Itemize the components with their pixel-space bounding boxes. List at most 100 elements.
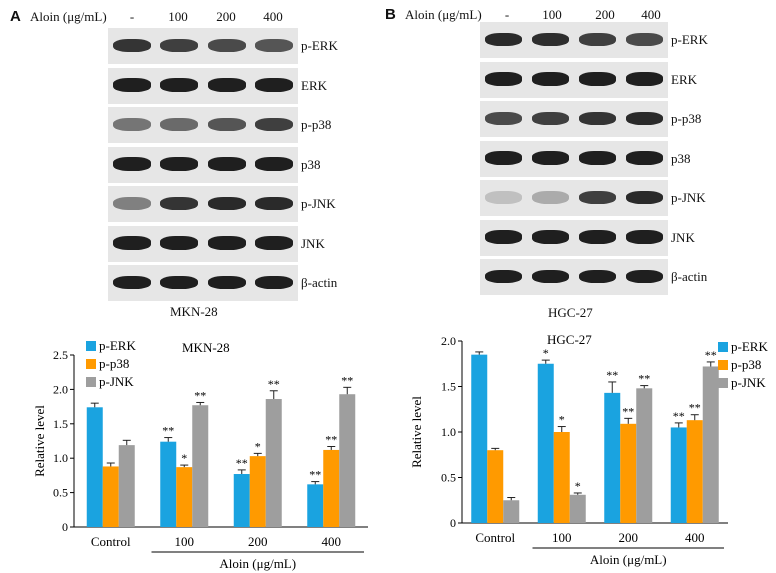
bar-p-erk (233, 474, 250, 527)
blot-band (484, 111, 523, 126)
y-tick-label: 1.5 (441, 380, 456, 394)
dose-label-b-1: 100 (542, 7, 562, 22)
bar-p-jnk (702, 366, 719, 523)
band-label: JNK (671, 229, 695, 245)
blot-band (578, 32, 617, 47)
blot-band (255, 78, 294, 92)
bar-p-erk (604, 392, 621, 523)
blot-band (207, 157, 246, 171)
blot-strip-p38 (480, 140, 668, 177)
blot-caption-a: MKN-28 (170, 304, 218, 319)
blot-band (531, 111, 570, 126)
band-label: p-p38 (301, 117, 332, 132)
significance-mark: * (559, 413, 565, 427)
blot-strip-jnk (108, 225, 298, 262)
bar-p-p38 (176, 467, 193, 527)
blot-band (160, 196, 199, 211)
legend-swatch (718, 360, 728, 370)
blot-band (255, 196, 294, 211)
significance-mark: ** (325, 433, 337, 447)
blot-strip-p-jnk (108, 186, 298, 222)
x-tick-label: Control (475, 530, 515, 545)
blot-band (484, 72, 523, 86)
blot-band (255, 117, 294, 132)
bar-p-erk (160, 441, 177, 527)
chart-title: MKN-28 (182, 340, 230, 355)
y-tick-label: 2.0 (53, 382, 68, 396)
bar-p-jnk (503, 500, 520, 523)
y-axis-label: Relative level (409, 396, 424, 468)
blot-band (531, 72, 570, 86)
legend-swatch (86, 359, 96, 369)
blot-band (255, 236, 294, 250)
legend-swatch (718, 378, 728, 388)
legend-label: p-p38 (99, 356, 129, 371)
bar-p-p38 (249, 456, 266, 527)
blot-band (625, 269, 664, 284)
blot-strip-erk (108, 67, 298, 104)
blot-band (255, 38, 294, 53)
blot-band (578, 230, 617, 244)
bar-p-erk (471, 354, 488, 523)
band-label: p38 (301, 156, 321, 172)
y-tick-label: 0 (450, 516, 456, 530)
dose-label-a-0: - (129, 9, 135, 24)
y-axis-label: Relative level (32, 405, 47, 477)
y-tick-label: 1.5 (53, 417, 68, 431)
blot-band (578, 111, 617, 126)
x-tick-label: 400 (322, 534, 342, 549)
bar-p-jnk (569, 494, 586, 523)
y-tick-label: 0.5 (441, 471, 456, 485)
blot-band (484, 32, 523, 47)
x-tick-label: Control (91, 534, 131, 549)
legend-label: p-JNK (731, 375, 766, 390)
blot-band (625, 230, 664, 244)
blot-band (112, 157, 151, 171)
blot-strip-p-p38 (480, 101, 668, 137)
blot-caption-b: HGC-27 (548, 305, 593, 320)
significance-mark: ** (309, 468, 321, 482)
blot-band (531, 190, 570, 205)
dose-header-b: Aloin (μg/mL) (405, 7, 482, 22)
blot-band (207, 78, 246, 92)
blot-band (578, 151, 617, 165)
blot-band (207, 196, 246, 211)
blot-band (531, 151, 570, 165)
blot-band (112, 275, 151, 290)
blot-band (207, 275, 246, 290)
y-tick-label: 1.0 (53, 451, 68, 465)
blot-band (160, 117, 199, 132)
blot-strip--actin (108, 265, 298, 301)
significance-mark: * (575, 479, 581, 493)
band-label: ERK (301, 77, 327, 93)
legend-label: p-JNK (99, 374, 134, 389)
blot-strip-p38 (108, 146, 298, 183)
significance-mark: ** (689, 401, 701, 415)
x-tick-label: 200 (248, 534, 268, 549)
x-axis-label: Aloin (μg/mL) (590, 552, 667, 567)
blot-band (207, 38, 246, 53)
band-label: p-p38 (671, 111, 702, 126)
blot-strip-p-erk (480, 22, 668, 58)
x-tick-label: 400 (685, 530, 705, 545)
y-tick-label: 0 (62, 520, 68, 534)
significance-mark: * (181, 451, 187, 465)
blot-band (578, 72, 617, 86)
significance-mark: ** (341, 373, 353, 387)
legend-label: p-ERK (99, 338, 136, 353)
blot-band (160, 157, 199, 171)
significance-mark: ** (638, 372, 650, 386)
significance-mark: ** (622, 404, 634, 418)
y-tick-label: 0.5 (53, 486, 68, 500)
panel-letter-a: A (10, 8, 21, 25)
y-tick-label: 1.0 (441, 425, 456, 439)
y-tick-label: 2.5 (53, 348, 68, 362)
bar-p-p38 (620, 423, 637, 523)
band-label: ERK (671, 71, 697, 87)
band-label: p-JNK (301, 196, 336, 211)
significance-mark: ** (162, 424, 174, 438)
blot-band (160, 78, 199, 92)
dose-label-b-3: 400 (641, 7, 661, 22)
blot-band (578, 269, 617, 284)
